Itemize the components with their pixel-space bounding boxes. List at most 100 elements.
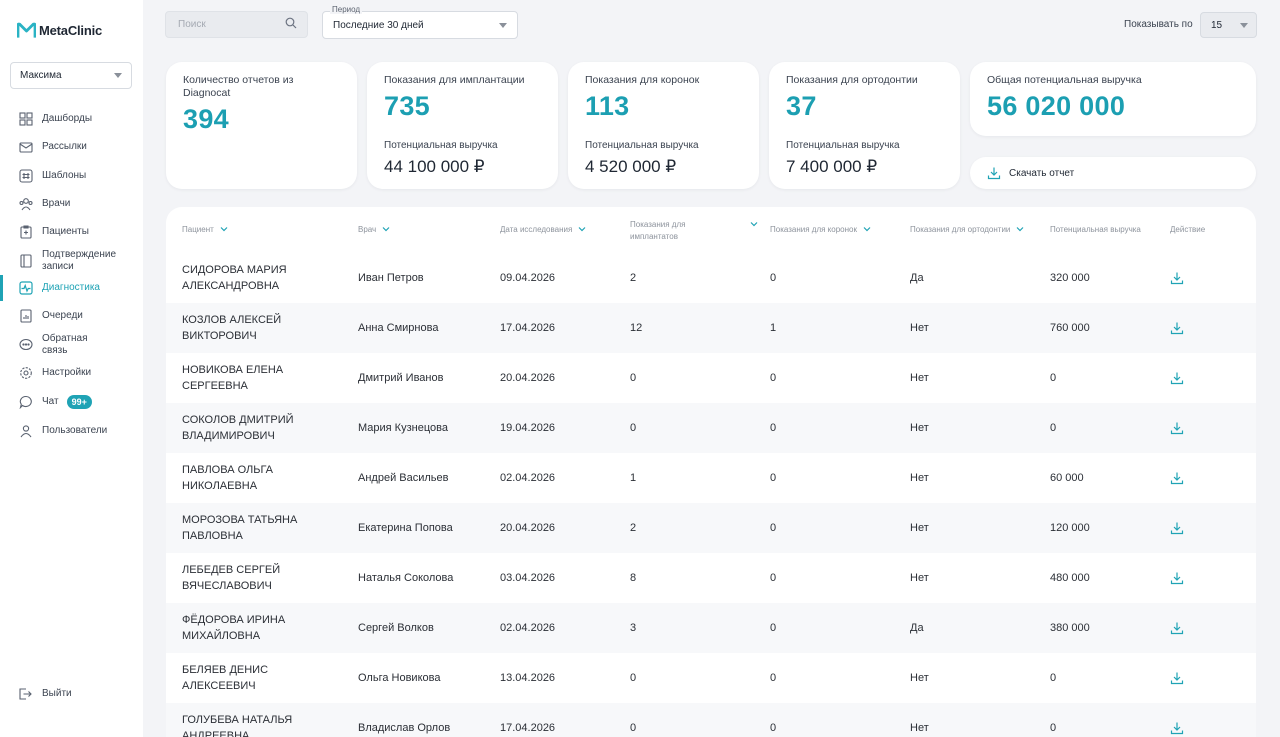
row-download-button[interactable] bbox=[1170, 703, 1184, 737]
cell-date: 09.04.2026 bbox=[500, 272, 556, 284]
cell-patient: СОКОЛОВ ДМИТРИЙ ВЛАДИМИРОВИЧ bbox=[182, 414, 294, 442]
cell-crowns: 0 bbox=[770, 272, 777, 284]
cell-revenue: 320 000 bbox=[1050, 272, 1090, 284]
download-icon bbox=[1170, 321, 1184, 335]
download-report-label: Скачать отчет bbox=[1009, 167, 1075, 179]
chevron-down-icon bbox=[578, 226, 586, 232]
cell-patient: НОВИКОВА ЕЛЕНА СЕРГЕЕВНА bbox=[182, 364, 284, 392]
row-download-button[interactable] bbox=[1170, 603, 1184, 653]
sidebar-item-mailings[interactable]: Рассылки bbox=[0, 132, 143, 161]
column-header-action: Действие bbox=[1170, 207, 1205, 251]
row-download-button[interactable] bbox=[1170, 253, 1184, 303]
row-download-button[interactable] bbox=[1170, 353, 1184, 403]
cell-date: 13.04.2026 bbox=[500, 672, 556, 684]
card-value: 37 bbox=[786, 91, 817, 121]
table-row[interactable]: МОРОЗОВА ТАТЬЯНА ПАВЛОВНА Екатерина Попов… bbox=[166, 503, 1256, 553]
cell-doctor: Иван Петров bbox=[358, 272, 424, 284]
diagnostics-icon bbox=[18, 281, 33, 296]
cell-revenue: 0 bbox=[1050, 672, 1057, 684]
cell-doctor: Владислав Орлов bbox=[358, 722, 451, 734]
column-header-label: Действие bbox=[1170, 224, 1206, 234]
table-row[interactable]: СОКОЛОВ ДМИТРИЙ ВЛАДИМИРОВИЧ Мария Кузнец… bbox=[166, 403, 1256, 453]
cell-ortho: Нет bbox=[910, 472, 929, 484]
cell-doctor: Наталья Соколова bbox=[358, 572, 454, 584]
per-page-label: Показывать по bbox=[1124, 19, 1193, 30]
gear-icon bbox=[18, 366, 33, 381]
sidebar-item-users[interactable]: Пользователи bbox=[0, 416, 143, 445]
logout-button[interactable]: Выйти bbox=[18, 686, 72, 701]
table-row[interactable]: СИДОРОВА МАРИЯ АЛЕКСАНДРОВНА Иван Петров 0… bbox=[166, 253, 1256, 303]
download-icon bbox=[1170, 371, 1184, 385]
download-report-button[interactable]: Скачать отчет bbox=[970, 157, 1256, 189]
chevron-down-icon bbox=[1240, 22, 1248, 28]
row-download-button[interactable] bbox=[1170, 303, 1184, 353]
cell-crowns: 0 bbox=[770, 472, 777, 484]
cell-patient: БЕЛЯЕВ ДЕНИС АЛЕКСЕЕВИЧ bbox=[182, 664, 269, 692]
sidebar-item-feedback[interactable]: Обратная связь bbox=[0, 331, 143, 359]
sidebar-item-patients[interactable]: Пациенты bbox=[0, 218, 143, 246]
search-input[interactable]: Поиск bbox=[165, 11, 308, 38]
card-money: 7 400 000 ₽ bbox=[786, 157, 878, 176]
row-download-button[interactable] bbox=[1170, 553, 1184, 603]
table-row[interactable]: ФЁДОРОВА ИРИНА МИХАЙЛОВНА Сергей Волков 02… bbox=[166, 603, 1256, 653]
cell-date: 20.04.2026 bbox=[500, 372, 556, 384]
chevron-down-icon bbox=[1016, 226, 1024, 232]
column-header-doctor[interactable]: Врач bbox=[358, 207, 390, 251]
column-header-ortho[interactable]: Показания для ортодонтии bbox=[910, 207, 1024, 251]
period-value: Последние 30 дней bbox=[333, 19, 424, 31]
sidebar-item-dashboards[interactable]: Дашборды bbox=[0, 106, 143, 132]
sidebar-item-chat[interactable]: Чат 99+ bbox=[0, 387, 143, 416]
download-icon bbox=[1170, 721, 1184, 735]
clinic-select[interactable]: Максима bbox=[10, 62, 132, 89]
logout-icon bbox=[18, 686, 33, 701]
cell-crowns: 0 bbox=[770, 372, 777, 384]
diagnostics-table: Пациент Врач Дата исследования Показания… bbox=[166, 207, 1256, 737]
row-download-button[interactable] bbox=[1170, 653, 1184, 703]
cell-patient: СИДОРОВА МАРИЯ АЛЕКСАНДРОВНА bbox=[182, 264, 287, 292]
chevron-down-icon bbox=[863, 226, 871, 232]
table-row[interactable]: ЛЕБЕДЕВ СЕРГЕЙ ВЯЧЕСЛАВОВИЧ Наталья Сокол… bbox=[166, 553, 1256, 603]
download-icon bbox=[1170, 271, 1184, 285]
sidebar-item-diagnostics[interactable]: Диагностика bbox=[0, 275, 143, 301]
cell-crowns: 0 bbox=[770, 672, 777, 684]
column-header-patient[interactable]: Пациент bbox=[182, 207, 228, 251]
sidebar-item-templates[interactable]: Шаблоны bbox=[0, 161, 143, 190]
cell-revenue: 480 000 bbox=[1050, 572, 1090, 584]
column-header-revenue: Потенциальная выручка bbox=[1050, 207, 1141, 251]
sidebar-item-queues[interactable]: Очереди bbox=[0, 301, 143, 331]
period-label: Период bbox=[330, 5, 363, 14]
period-select[interactable]: Последние 30 дней bbox=[322, 11, 518, 39]
row-download-button[interactable] bbox=[1170, 503, 1184, 553]
app-logo[interactable]: MetaClinic bbox=[17, 22, 102, 39]
sidebar-item-confirm[interactable]: Подтверждение записи bbox=[0, 246, 143, 275]
table-row[interactable]: ПАВЛОВА ОЛЬГА НИКОЛАЕВНА Андрей Васильев 0… bbox=[166, 453, 1256, 503]
card-money: 4 520 000 ₽ bbox=[585, 157, 677, 176]
column-header-crowns[interactable]: Показания для коронок bbox=[770, 207, 871, 251]
card-subtitle: Потенциальная выручка bbox=[384, 140, 498, 151]
cell-ortho: Нет bbox=[910, 572, 929, 584]
sidebar-item-doctors[interactable]: Врачи bbox=[0, 190, 143, 218]
cell-implants: 2 bbox=[630, 272, 637, 284]
cell-date: 20.04.2026 bbox=[500, 522, 556, 534]
chat-unread-badge: 99+ bbox=[66, 394, 92, 409]
table-row[interactable]: НОВИКОВА ЕЛЕНА СЕРГЕЕВНА Дмитрий Иванов 20… bbox=[166, 353, 1256, 403]
row-download-button[interactable] bbox=[1170, 453, 1184, 503]
table-row[interactable]: ГОЛУБЕВА НАТАЛЬЯ АНДРЕЕВНА Владислав Орло… bbox=[166, 703, 1256, 737]
download-icon bbox=[1170, 471, 1184, 485]
download-icon bbox=[1170, 521, 1184, 535]
cell-revenue: 760 000 bbox=[1050, 322, 1090, 334]
cell-doctor: Анна Смирнова bbox=[358, 322, 439, 334]
column-header-date[interactable]: Дата исследования bbox=[500, 207, 586, 251]
card-title: Общая потенциальная выручка bbox=[987, 74, 1142, 86]
cell-revenue: 380 000 bbox=[1050, 622, 1090, 634]
cell-crowns: 1 bbox=[770, 322, 777, 334]
column-header-implants[interactable]: Показания для имплантатов bbox=[630, 207, 760, 251]
sidebar-item-label: Пользователи bbox=[42, 424, 108, 436]
per-page-select[interactable]: 15 bbox=[1200, 12, 1257, 38]
cell-doctor: Сергей Волков bbox=[358, 622, 434, 634]
table-row[interactable]: КОЗЛОВ АЛЕКСЕЙ ВИКТОРОВИЧ Анна Смирнова 17… bbox=[166, 303, 1256, 353]
row-download-button[interactable] bbox=[1170, 403, 1184, 453]
table-row[interactable]: БЕЛЯЕВ ДЕНИС АЛЕКСЕЕВИЧ Ольга Новикова 13.… bbox=[166, 653, 1256, 703]
sidebar-item-settings[interactable]: Настройки bbox=[0, 359, 143, 387]
cell-date: 17.04.2026 bbox=[500, 722, 556, 734]
